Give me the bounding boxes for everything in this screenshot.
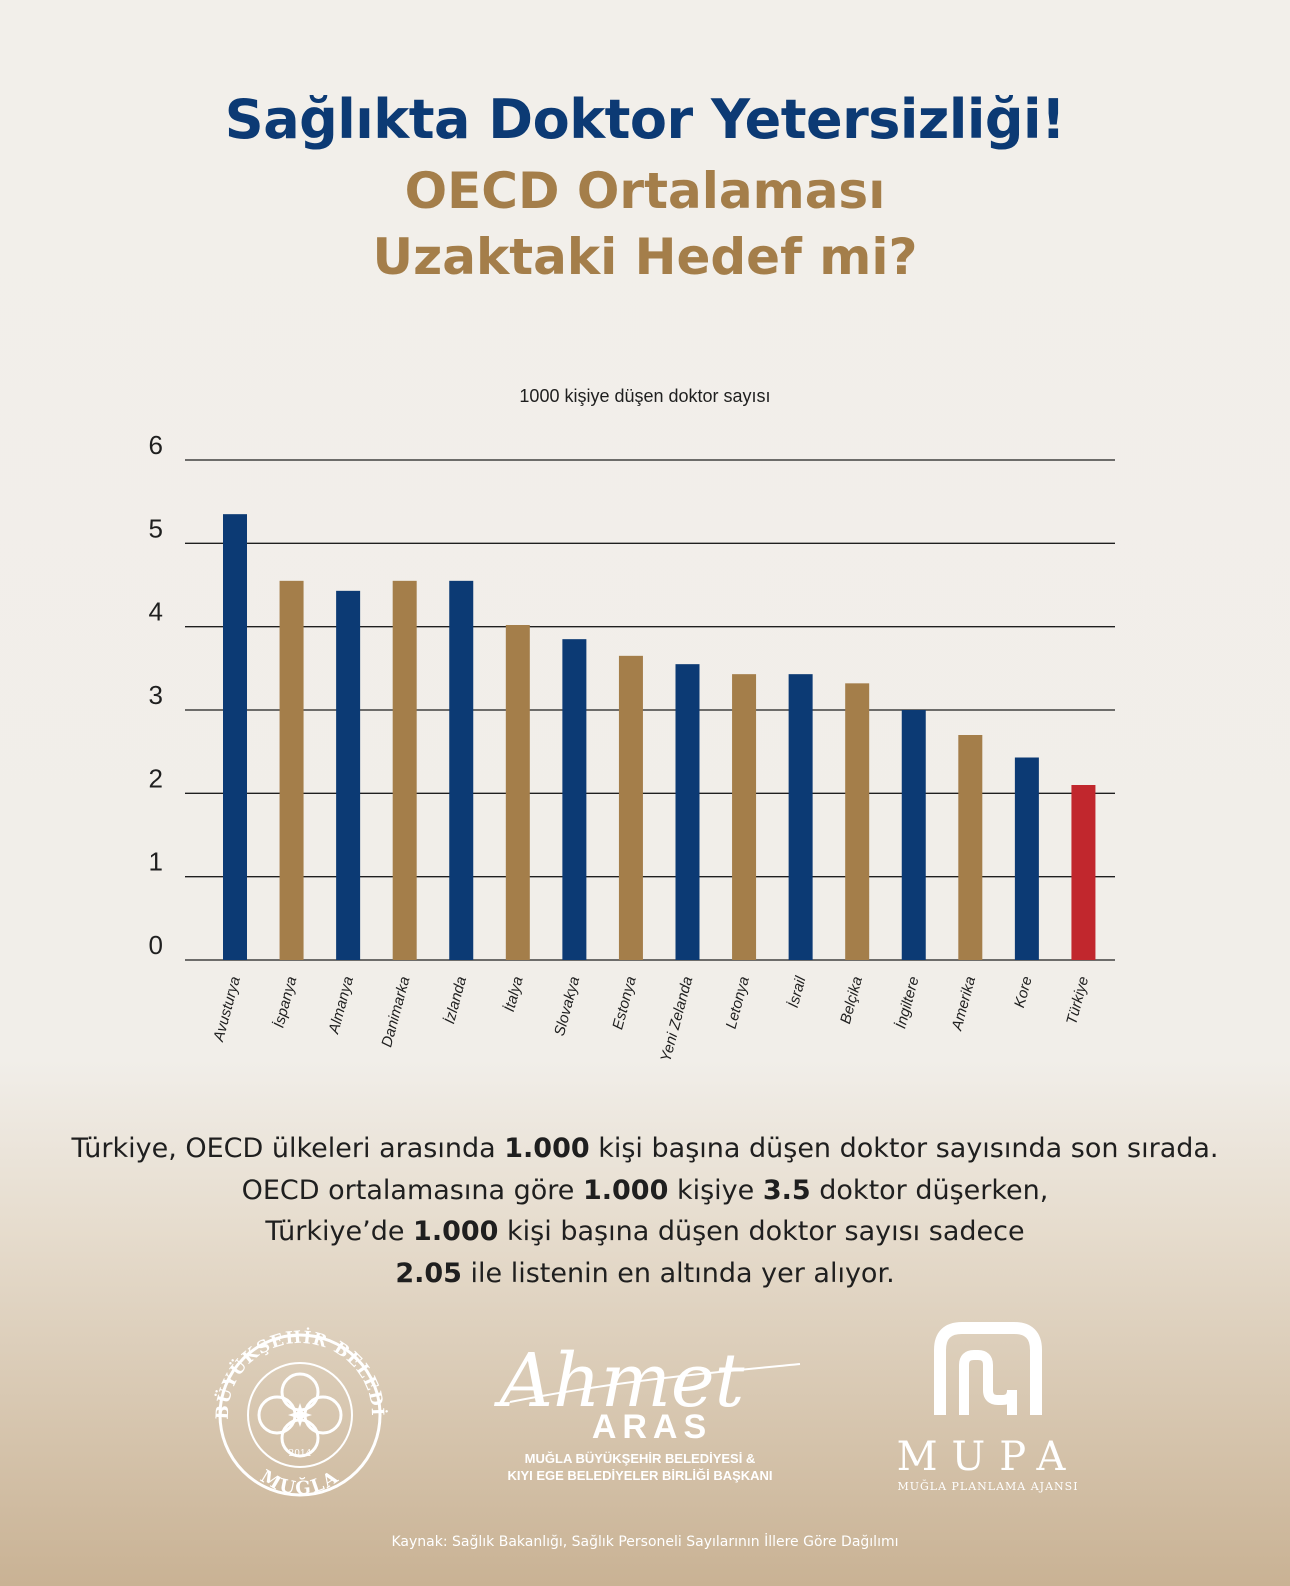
x-tick-label: Danimarka (378, 975, 413, 1049)
y-tick-label: 4 (149, 597, 163, 627)
y-axis-ticks: 0 1 2 3 4 5 6 (149, 430, 163, 960)
bar-5 (505, 625, 530, 960)
y-tick-label: 3 (149, 680, 163, 710)
signature-name: Ahmet (494, 1338, 745, 1424)
chart-bars (223, 514, 1096, 960)
logos-row: T.C. BÜYÜKŞEHİR BELEDİYESİ 2014 MUĞLA Ah… (0, 1320, 1080, 1499)
x-tick-label: Almanya (325, 975, 357, 1037)
bold-value: 2.05 (395, 1257, 462, 1289)
x-tick-label: İngiltere (892, 975, 922, 1031)
seal-year-text: 2014 (289, 1449, 312, 1459)
description-line-4: 2.05 ile listenin en altında yer alıyor. (0, 1253, 1290, 1295)
y-tick-label: 1 (149, 847, 163, 877)
x-tick-label: Amerika (948, 975, 979, 1034)
text-span: OECD ortalamasına göre (241, 1174, 583, 1206)
bar-11 (845, 683, 870, 960)
x-tick-label: Estonya (609, 975, 639, 1032)
x-tick-label: Slovakya (551, 975, 583, 1038)
x-tick-label: İzlanda (441, 975, 470, 1026)
text-span: kişi başına düşen doktor sayısında son s… (589, 1133, 1219, 1164)
text-span: kişi başına düşen doktor sayısı sadece (498, 1216, 1025, 1247)
bar-12 (901, 710, 926, 960)
description-line-1: Türkiye, OECD ülkeleri arasında 1.000 ki… (0, 1128, 1290, 1170)
bar-1 (279, 580, 304, 960)
bold-value: 3.5 (762, 1174, 811, 1206)
x-tick-label: Letonya (723, 975, 753, 1031)
text-span: ile listenin en altında yer alıyor. (461, 1257, 895, 1289)
bar-15 (1071, 785, 1096, 960)
seal-bottom-text: MUĞLA (257, 1466, 344, 1499)
signature-logo: Ahmet ARAS MUĞLA BÜYÜKŞEHİR BELEDİYESİ &… (494, 1338, 801, 1483)
bar-7 (618, 655, 643, 960)
x-tick-label: Belçika (837, 975, 866, 1026)
bar-3 (392, 580, 417, 960)
bar-4 (449, 580, 474, 960)
bar-2 (336, 590, 361, 960)
municipality-seal-logo: T.C. BÜYÜKŞEHİR BELEDİYESİ 2014 MUĞLA (0, 1320, 388, 1499)
x-tick-label: İtalya (501, 975, 527, 1014)
seal-top-text: T.C. BÜYÜKŞEHİR BELEDİYESİ (0, 1320, 388, 1420)
signature-title-line2: KIYI EGE BELEDİYELER BİRLİĞİ BAŞKANI (507, 1468, 772, 1483)
chart-title: 1000 kişiye düşen doktor sayısı (519, 386, 770, 406)
mupa-logo: MUPA MUĞLA PLANLAMA AJANSI (897, 1322, 1080, 1493)
x-axis-labels: Avusturya İspanya Almanya Danimarka İzlanda İ… (210, 974, 1092, 1064)
y-tick-label: 2 (149, 763, 163, 793)
x-tick-label: İsrail (785, 974, 810, 1010)
headline-subtitle-line2: Uzaktaki Hedef mi? (372, 228, 918, 286)
text-span: doktor düşerken, (810, 1174, 1049, 1206)
mupa-name: MUPA (897, 1434, 1080, 1480)
description-text: Türkiye, OECD ülkeleri arasında 1.000 ki… (0, 1128, 1290, 1294)
x-tick-label: Kore (1011, 975, 1036, 1010)
text-span: Türkiye, OECD ülkeleri arasında (71, 1133, 505, 1164)
bar-chart: 1000 kişiye düşen doktor sayısı 0123456 … (149, 386, 1115, 1064)
y-tick-label: 0 (149, 930, 163, 960)
bold-value: 1.000 (582, 1174, 669, 1206)
text-span: Türkiye’de (265, 1216, 414, 1247)
bar-8 (675, 664, 700, 960)
signature-title-line1: MUĞLA BÜYÜKŞEHİR BELEDİYESİ & (525, 1451, 756, 1466)
bar-9 (732, 674, 757, 960)
description-line-2: OECD ortalamasına göre 1.000 kişiye 3.5 … (0, 1170, 1290, 1212)
x-tick-label: Yeni Zelanda (657, 975, 696, 1064)
source-note: Kaynak: Sağlık Bakanlığı, Sağlık Persone… (391, 1534, 899, 1550)
bar-0 (223, 514, 247, 960)
bar-14 (1014, 757, 1039, 960)
headline-title: Sağlıkta Doktor Yetersizliği! (224, 88, 1066, 151)
bold-value: 1.000 (504, 1133, 590, 1164)
x-tick-label: Avusturya (210, 975, 244, 1045)
bold-value: 1.000 (413, 1216, 499, 1247)
bar-13 (958, 735, 983, 960)
y-tick-label: 5 (149, 513, 163, 543)
bar-6 (562, 639, 587, 960)
description-line-3: Türkiye’de 1.000 kişi başına düşen dokto… (0, 1211, 1290, 1253)
mupa-full-name: MUĞLA PLANLAMA AJANSI (897, 1479, 1078, 1493)
y-tick-label: 6 (149, 430, 163, 460)
signature-surname: ARAS (592, 1408, 712, 1446)
headline-subtitle-line1: OECD Ortalaması (404, 162, 886, 220)
text-span: kişiye (668, 1174, 763, 1206)
bar-10 (788, 674, 813, 960)
x-tick-label: İspanya (270, 975, 300, 1030)
x-tick-label: Türkiye (1063, 975, 1092, 1027)
